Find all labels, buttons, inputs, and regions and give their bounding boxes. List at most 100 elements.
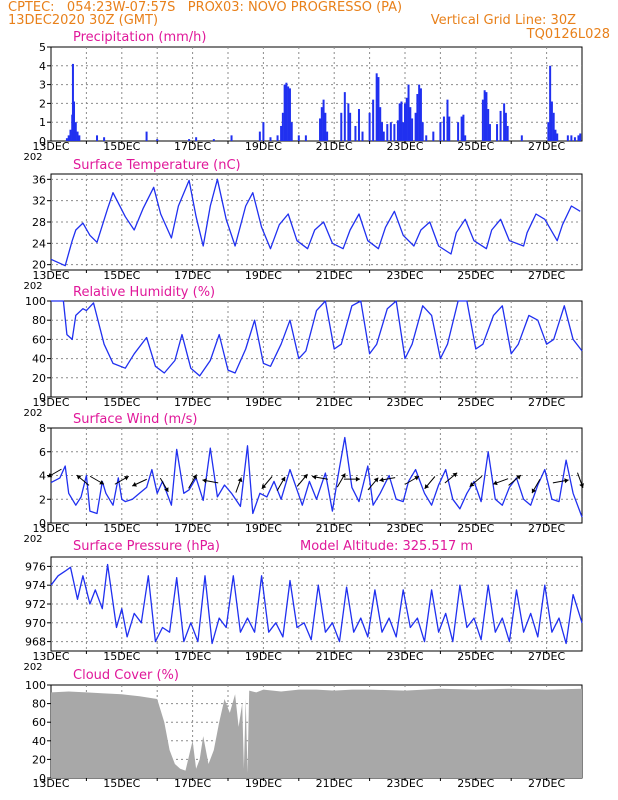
rh-xtick-label: 23DEC bbox=[386, 396, 423, 409]
precip-bar bbox=[405, 97, 408, 141]
precip-bar bbox=[288, 88, 291, 141]
precip-bar bbox=[396, 120, 399, 141]
rh-ytick-label: 0 bbox=[39, 391, 46, 404]
temp-ytick-label: 20 bbox=[32, 259, 46, 272]
precip-bar bbox=[283, 84, 286, 141]
precip-bar bbox=[566, 135, 569, 141]
temp-xtick-label: 25DEC bbox=[457, 269, 494, 282]
precip-bar bbox=[448, 116, 451, 141]
pres-xtick-label: 15DEC bbox=[103, 650, 140, 663]
temp-ytick-label: 28 bbox=[32, 216, 46, 229]
temp-ytick-label: 24 bbox=[32, 237, 46, 250]
precip-bar bbox=[487, 109, 490, 141]
precip-bar bbox=[402, 122, 405, 141]
cloud-ytick-label: 80 bbox=[32, 698, 46, 711]
precip-bar bbox=[389, 122, 392, 141]
cloud-title: Cloud Cover (%) bbox=[73, 668, 179, 683]
precip-bar bbox=[439, 122, 442, 141]
precip-xtick-label: 17DEC bbox=[174, 140, 211, 153]
rh-year-label: 202 bbox=[23, 408, 42, 419]
pres-ytick-label: 976 bbox=[25, 560, 46, 573]
precip-bar bbox=[556, 133, 559, 141]
precip-bar bbox=[377, 77, 380, 141]
wind-arrow bbox=[132, 478, 147, 487]
precip-bar bbox=[506, 125, 509, 141]
wind-arrow bbox=[188, 474, 198, 489]
pres-xtick-label: 25DEC bbox=[457, 650, 494, 663]
wind-arrow bbox=[114, 475, 129, 485]
wind-arrow bbox=[89, 475, 105, 485]
precip-ytick-label: 4 bbox=[39, 60, 46, 73]
wind-ytick-label: 0 bbox=[39, 517, 46, 530]
wind-ytick-label: 6 bbox=[39, 446, 46, 459]
precip-bar bbox=[285, 82, 288, 141]
wind-arrow bbox=[47, 468, 62, 478]
precip-ytick-label: 0 bbox=[39, 135, 46, 148]
pres-altitude-note: Model Altitude: 325.517 m bbox=[300, 539, 473, 554]
precip-bar bbox=[579, 133, 582, 141]
temp-xtick-label: 17DEC bbox=[174, 269, 211, 282]
wind-arrow bbox=[159, 477, 169, 493]
temp-ytick-label: 36 bbox=[32, 173, 46, 186]
pres-title: Surface Pressure (hPa) bbox=[73, 539, 220, 554]
precip-title: Precipitation (mm/h) bbox=[73, 30, 206, 45]
wind-arrow bbox=[404, 475, 420, 485]
precip-bar bbox=[280, 125, 283, 141]
precip-bar bbox=[76, 131, 79, 141]
precip-bar bbox=[446, 99, 449, 141]
precip-bar bbox=[414, 112, 417, 141]
precip-bar bbox=[462, 114, 465, 141]
cloud-ytick-label: 60 bbox=[32, 716, 46, 729]
rh-xtick-label: 21DEC bbox=[316, 396, 353, 409]
wind-arrow bbox=[492, 478, 509, 486]
wind-arrow bbox=[508, 474, 522, 486]
cloud-xtick-label: 19DEC bbox=[245, 777, 282, 790]
precip-xtick-label: 25DEC bbox=[457, 140, 494, 153]
cloud-xtick-label: 21DEC bbox=[316, 777, 353, 790]
precip-bar bbox=[577, 135, 580, 141]
precip-bar bbox=[287, 86, 290, 141]
precip-bar bbox=[520, 135, 523, 141]
rh-ytick-label: 20 bbox=[32, 372, 46, 385]
precip-bar bbox=[96, 135, 99, 141]
precip-year-label: 202 bbox=[23, 152, 42, 163]
pres-xtick-label: 21DEC bbox=[316, 650, 353, 663]
precip-bar bbox=[349, 112, 352, 141]
precip-bar bbox=[460, 116, 463, 141]
precip-bar bbox=[485, 92, 488, 141]
precip-bar bbox=[432, 131, 435, 141]
temp-xtick-label: 13DEC bbox=[32, 269, 69, 282]
temp-title: Surface Temperature (nC) bbox=[73, 158, 241, 173]
precip-bar bbox=[74, 122, 77, 141]
precip-ytick-label: 2 bbox=[39, 97, 46, 110]
wind-arrow bbox=[276, 476, 286, 491]
precip-bar bbox=[361, 131, 364, 141]
cloud-ytick-label: 20 bbox=[32, 753, 46, 766]
wind-ytick-label: 8 bbox=[39, 422, 46, 435]
precip-bar bbox=[324, 112, 327, 141]
precip-bar bbox=[297, 135, 300, 141]
run-date-label: 13DEC2020 30Z (GMT) bbox=[8, 13, 159, 28]
precip-bar bbox=[103, 137, 106, 141]
pres-xtick-label: 13DEC bbox=[32, 650, 69, 663]
rh-xtick-label: 13DEC bbox=[32, 396, 69, 409]
precip-bar bbox=[354, 125, 357, 141]
cloud-ytick-label: 40 bbox=[32, 735, 46, 748]
precip-bar bbox=[550, 101, 553, 141]
precip-bar bbox=[69, 129, 72, 141]
precip-bar bbox=[276, 135, 279, 141]
precip-bar bbox=[145, 131, 148, 141]
precip-bar bbox=[188, 139, 191, 141]
precip-bar bbox=[411, 118, 414, 141]
pres-xtick-label: 19DEC bbox=[245, 650, 282, 663]
wind-arrow bbox=[336, 473, 346, 488]
temp-xtick-label: 21DEC bbox=[316, 269, 353, 282]
rh-xtick-label: 19DEC bbox=[245, 396, 282, 409]
precip-bar bbox=[304, 135, 307, 141]
temp-xtick-label: 15DEC bbox=[103, 269, 140, 282]
precip-bar bbox=[281, 112, 284, 141]
precip-bar bbox=[503, 103, 506, 141]
rh-panel-frame bbox=[50, 300, 583, 398]
cloud-xtick-label: 27DEC bbox=[528, 777, 565, 790]
pres-ytick-label: 970 bbox=[25, 617, 46, 630]
